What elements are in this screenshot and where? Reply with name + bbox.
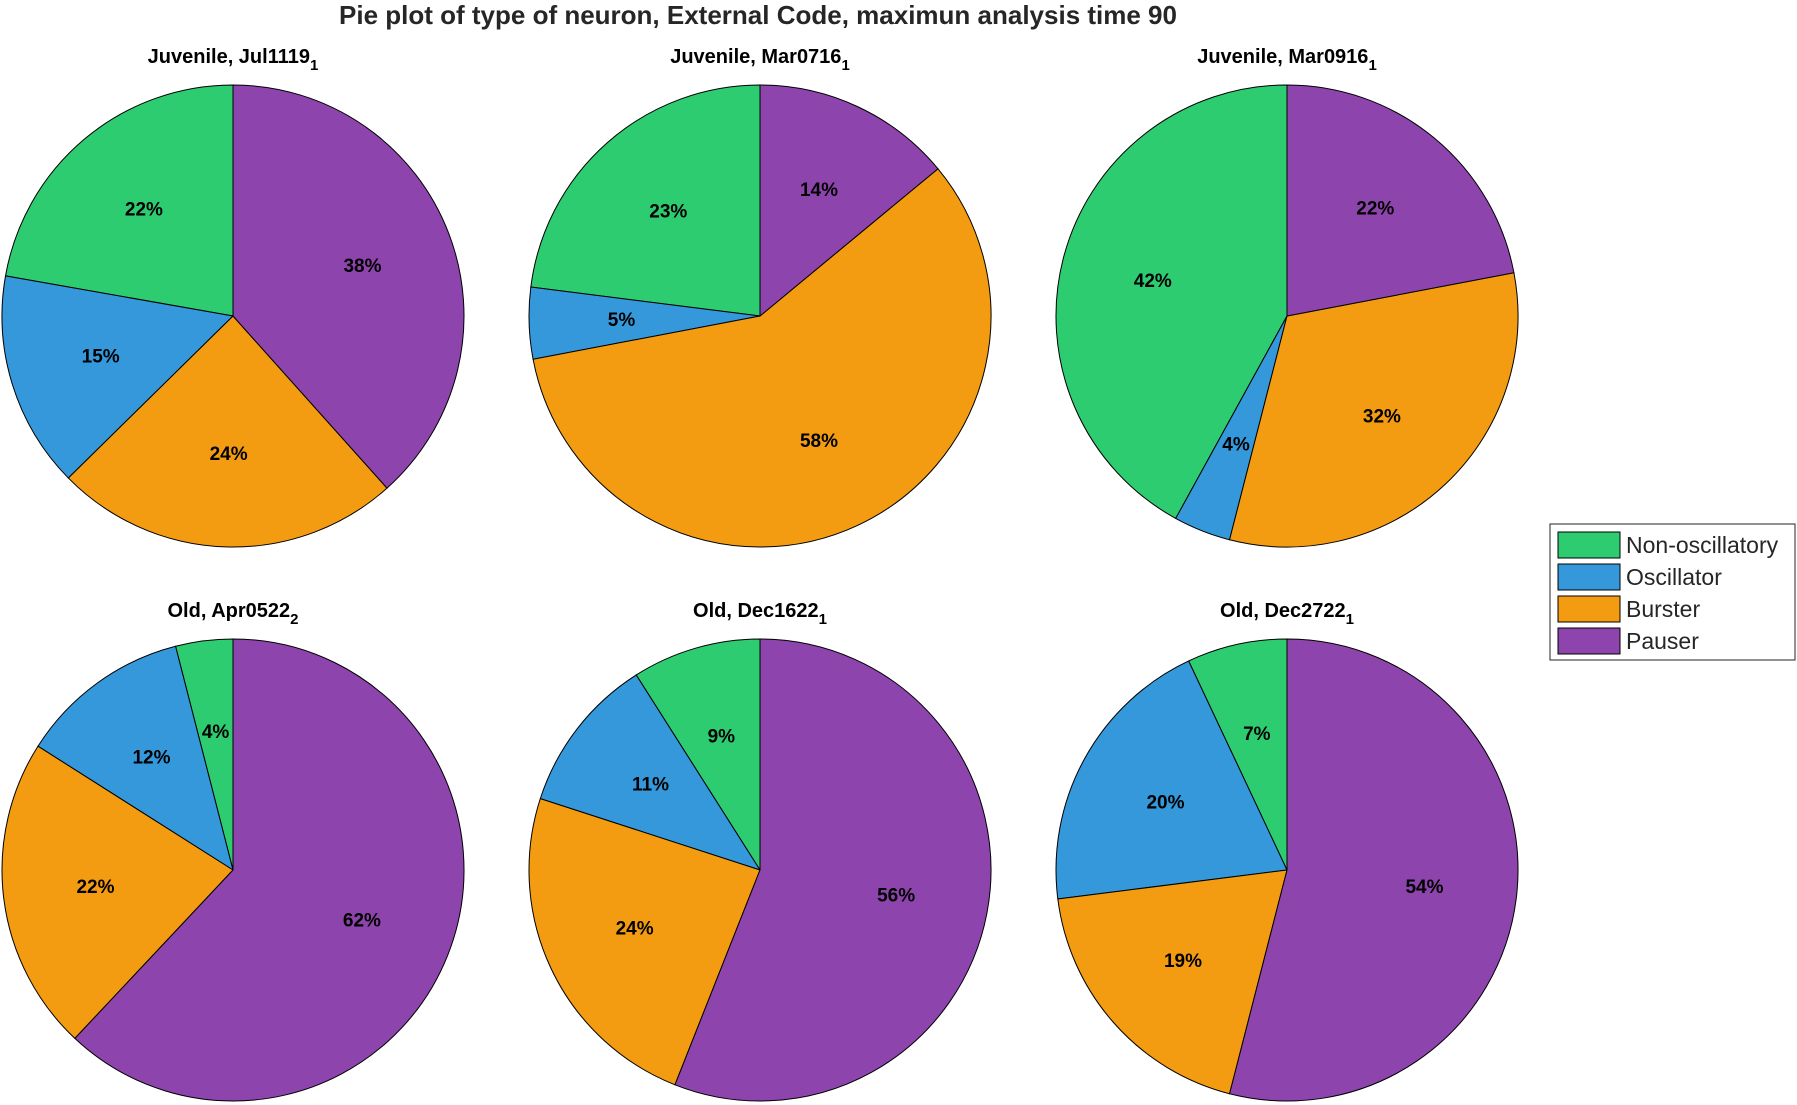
- slice-percent-label: 15%: [82, 347, 120, 368]
- pie-slice-pauser: [232, 84, 465, 489]
- pie-slice-pauser: [1286, 84, 1515, 317]
- pie-title: Old, Dec16221: [693, 600, 827, 628]
- legend-entry: Non-oscillatory: [1626, 532, 1779, 558]
- pie-slice-non-oscillatory: [4, 84, 234, 317]
- pie-slice-non-oscillatory: [635, 638, 761, 872]
- slice-percent-label: 19%: [1164, 951, 1202, 972]
- pie-1: Juvenile, Jul11191 22% 15% 24% 38%: [1, 46, 465, 548]
- slice-percent-label: 32%: [1363, 407, 1401, 428]
- slice-percent-label: 42%: [1134, 271, 1172, 292]
- slice-percent-label: 22%: [125, 199, 163, 220]
- legend-swatch: [1557, 531, 1621, 559]
- slice-percent-label: 5%: [608, 310, 636, 331]
- slice-percent-label: 9%: [708, 726, 736, 747]
- slice-percent-label: 20%: [1146, 793, 1184, 814]
- pie-grid: Juvenile, Jul1119122%15%24%38%Juvenile, …: [1, 46, 1519, 1102]
- pie-slice-oscillator: [1, 275, 235, 479]
- slice-percent-label: 54%: [1405, 877, 1443, 898]
- figure-title: Pie plot of type of neuron, External Cod…: [339, 0, 1177, 30]
- slice-percent-label: 14%: [800, 180, 838, 201]
- pie-slice-burster: [1228, 272, 1519, 548]
- pie-title: Juvenile, Jul11191: [148, 46, 319, 74]
- pie-slice-burster: [1057, 869, 1288, 1095]
- slice-percent-label: 11%: [632, 775, 669, 796]
- pie-slice-pauser: [74, 638, 465, 1102]
- slice-percent-label: 62%: [343, 911, 381, 932]
- slice-percent-label: 22%: [76, 877, 114, 898]
- pie-5: Old, Dec16221 9% 11% 24% 56%: [528, 600, 992, 1102]
- pie-title-subscript: 2: [290, 611, 298, 628]
- pie-slice-oscillator: [539, 674, 762, 871]
- legend-swatch: [1557, 563, 1621, 591]
- pie-title: Old, Apr05222: [168, 600, 299, 628]
- pie-title-text: Juvenile, Mar0916: [1197, 46, 1368, 68]
- pie-title-text: Old, Dec2722: [1220, 600, 1346, 622]
- pie-title-subscript: 1: [1368, 57, 1376, 74]
- pie-slice-non-oscillatory: [530, 84, 761, 317]
- legend-entry: Pauser: [1626, 628, 1699, 654]
- pie-title: Old, Dec27221: [1220, 600, 1354, 628]
- pie-title-subscript: 1: [310, 57, 318, 74]
- pie-slice-pauser: [1228, 638, 1519, 1102]
- pie-slice-burster: [67, 315, 388, 548]
- pie-title-text: Old, Dec1622: [693, 600, 819, 622]
- slice-percent-label: 22%: [1356, 199, 1394, 220]
- slice-percent-label: 12%: [132, 747, 170, 768]
- legend-swatch: [1557, 595, 1621, 623]
- pie-title-subscript: 1: [819, 611, 827, 628]
- pie-title-text: Old, Apr0522: [168, 600, 291, 622]
- pie-slice-burster: [528, 797, 761, 1086]
- slice-percent-label: 23%: [649, 202, 687, 223]
- slice-percent-label: 38%: [343, 256, 381, 277]
- pie-title: Juvenile, Mar07161: [670, 46, 850, 74]
- pie-slice-burster: [532, 168, 992, 548]
- pie-slice-oscillator: [1055, 660, 1288, 900]
- pie-slice-burster: [1, 745, 234, 1040]
- pie-slice-oscillator: [37, 645, 234, 872]
- pie-4: Old, Apr05222 4% 12% 22% 62%: [1, 600, 465, 1102]
- slice-percent-label: 56%: [877, 886, 915, 907]
- pie-slice-non-oscillatory: [1187, 638, 1288, 871]
- slice-percent-label: 24%: [616, 919, 654, 940]
- pie-title: Juvenile, Mar09161: [1197, 46, 1377, 74]
- pie-title-text: Juvenile, Mar0716: [670, 46, 841, 68]
- pie-slice-pauser: [759, 84, 939, 318]
- pie-slice-non-oscillatory: [1055, 84, 1288, 520]
- slice-percent-label: 24%: [210, 444, 248, 465]
- pie-title-subscript: 1: [1346, 611, 1354, 628]
- legend-entry: Oscillator: [1626, 564, 1722, 590]
- slice-percent-label: 4%: [202, 722, 230, 743]
- slice-percent-label: 7%: [1243, 724, 1271, 745]
- pie-3: Juvenile, Mar09161 42% 4% 32% 22%: [1055, 46, 1519, 548]
- pie-slice-pauser: [674, 638, 992, 1102]
- pie-title-subscript: 1: [841, 57, 849, 74]
- slice-percent-label: 4%: [1222, 434, 1250, 455]
- legend-swatch: [1557, 627, 1621, 655]
- slice-percent-label: 58%: [800, 431, 838, 452]
- legend: Non-oscillatory Oscillator Burster Pauser: [1549, 523, 1796, 661]
- legend-entry: Burster: [1626, 596, 1700, 622]
- pie-6: Old, Dec27221 7% 20% 19% 54%: [1055, 600, 1519, 1102]
- pie-2: Juvenile, Mar07161 23% 5% 58% 14%: [528, 46, 992, 548]
- pie-title-text: Juvenile, Jul1119: [148, 46, 310, 68]
